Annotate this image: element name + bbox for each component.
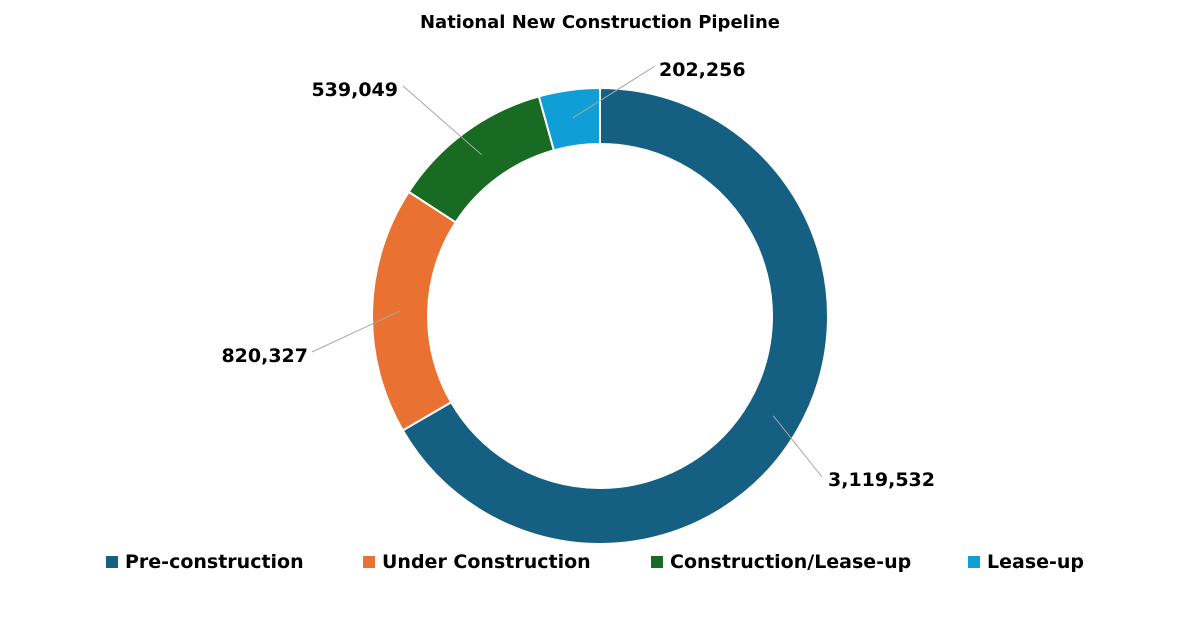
data-label: 539,049	[311, 79, 398, 101]
legend-swatch	[363, 556, 375, 568]
legend-swatch	[106, 556, 118, 568]
leader-line	[572, 65, 656, 119]
data-label: 3,119,532	[828, 469, 935, 491]
legend-label: Under Construction	[382, 551, 591, 573]
legend-item: Pre-construction	[106, 551, 304, 573]
data-label: 820,327	[221, 345, 308, 367]
legend-item: Under Construction	[363, 551, 591, 573]
legend-swatch	[968, 556, 980, 568]
legend: Pre-construction Under Construction Constr…	[0, 551, 1200, 577]
leader-line	[402, 85, 482, 156]
slice-lease-up	[537, 86, 601, 152]
legend-label: Lease-up	[987, 551, 1085, 573]
chart-title: National New Construction Pipeline	[419, 12, 781, 33]
data-label: 202,256	[659, 59, 746, 81]
legend-label: Pre-construction	[125, 551, 304, 573]
slice-pre-construction	[401, 86, 829, 545]
leader-line	[772, 415, 823, 478]
legend-item: Construction/Lease-up	[651, 551, 911, 573]
slice-construction-lease-up	[407, 95, 556, 224]
legend-item: Lease-up	[968, 551, 1084, 573]
leader-line	[311, 310, 401, 353]
legend-swatch	[651, 556, 663, 568]
legend-label: Construction/Lease-up	[670, 551, 912, 573]
slice-under-construction	[371, 190, 458, 432]
